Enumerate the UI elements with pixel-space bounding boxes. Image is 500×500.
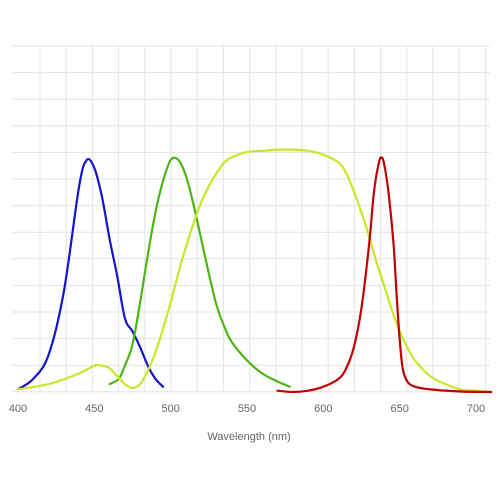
- x-axis-ticks: 400 450 500 550 600 650 700: [9, 403, 485, 415]
- x-tick-label: 500: [162, 403, 180, 415]
- x-tick-label: 700: [467, 403, 485, 415]
- x-tick-label: 400: [9, 403, 27, 415]
- series-line-1: [16, 157, 165, 391]
- x-tick-label: 600: [314, 403, 332, 415]
- x-tick-label: 550: [238, 403, 256, 415]
- series-line-2: [108, 156, 291, 388]
- x-tick-label: 650: [391, 403, 409, 415]
- series-group: [16, 148, 493, 394]
- series-line-4: [276, 156, 493, 394]
- grid: [12, 45, 490, 393]
- x-axis-label: Wavelength (nm): [207, 431, 290, 443]
- x-tick-label: 450: [85, 403, 103, 415]
- series-line-3: [16, 148, 493, 394]
